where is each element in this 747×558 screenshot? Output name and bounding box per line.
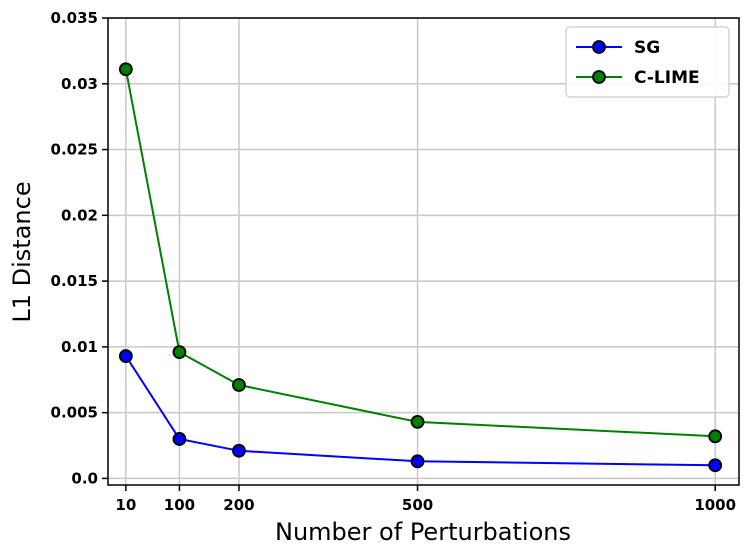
y-tick-labels: 0.0 0.005 0.01 0.015 0.02 0.025 0.03 0.035 <box>51 9 98 487</box>
legend-label-c-lime: C-LIME <box>634 68 700 88</box>
y-axis-title: L1 Distance <box>8 181 36 322</box>
legend-marker-sg <box>592 40 606 54</box>
x-axis-title: Number of Perturbations <box>275 518 571 546</box>
y-tick-label: 0.025 <box>51 141 98 159</box>
y-tick-label: 0.0 <box>71 469 98 487</box>
series-line-c-lime <box>124 69 716 438</box>
data-point-c-lime <box>708 429 723 444</box>
data-point-sg <box>708 458 723 473</box>
x-tick-label: 10 <box>115 496 136 514</box>
series <box>118 62 723 473</box>
x-tick-label: 1000 <box>694 496 736 514</box>
grid <box>108 17 739 485</box>
y-tick-label: 0.005 <box>51 404 98 422</box>
data-point-c-lime <box>172 345 187 360</box>
x-tick-label: 500 <box>402 496 433 514</box>
data-point-sg <box>232 443 246 458</box>
data-point-c-lime <box>118 62 133 77</box>
legend-label-sg: SG <box>634 38 660 58</box>
y-tick-label: 0.035 <box>51 9 98 27</box>
x-tick-label: 100 <box>164 496 195 514</box>
y-tick-label: 0.03 <box>61 75 98 93</box>
x-tick-labels: 10 100 200 500 1000 <box>115 496 736 514</box>
y-tick-label: 0.02 <box>61 206 98 224</box>
legend: SG C-LIME <box>565 26 730 98</box>
data-point-sg <box>410 454 425 469</box>
data-point-sg <box>172 432 187 446</box>
data-point-c-lime <box>410 414 425 429</box>
y-tick-label: 0.015 <box>51 272 98 290</box>
data-point-sg <box>118 349 133 363</box>
tick-marks <box>102 17 716 491</box>
legend-box <box>565 26 730 98</box>
series-c-lime <box>118 62 723 444</box>
series-sg <box>118 349 723 473</box>
y-tick-label: 0.01 <box>61 338 98 356</box>
data-point-c-lime <box>232 378 246 392</box>
legend-marker-c-lime <box>592 70 606 84</box>
plot-frame <box>107 17 740 486</box>
x-tick-label: 200 <box>223 496 254 514</box>
